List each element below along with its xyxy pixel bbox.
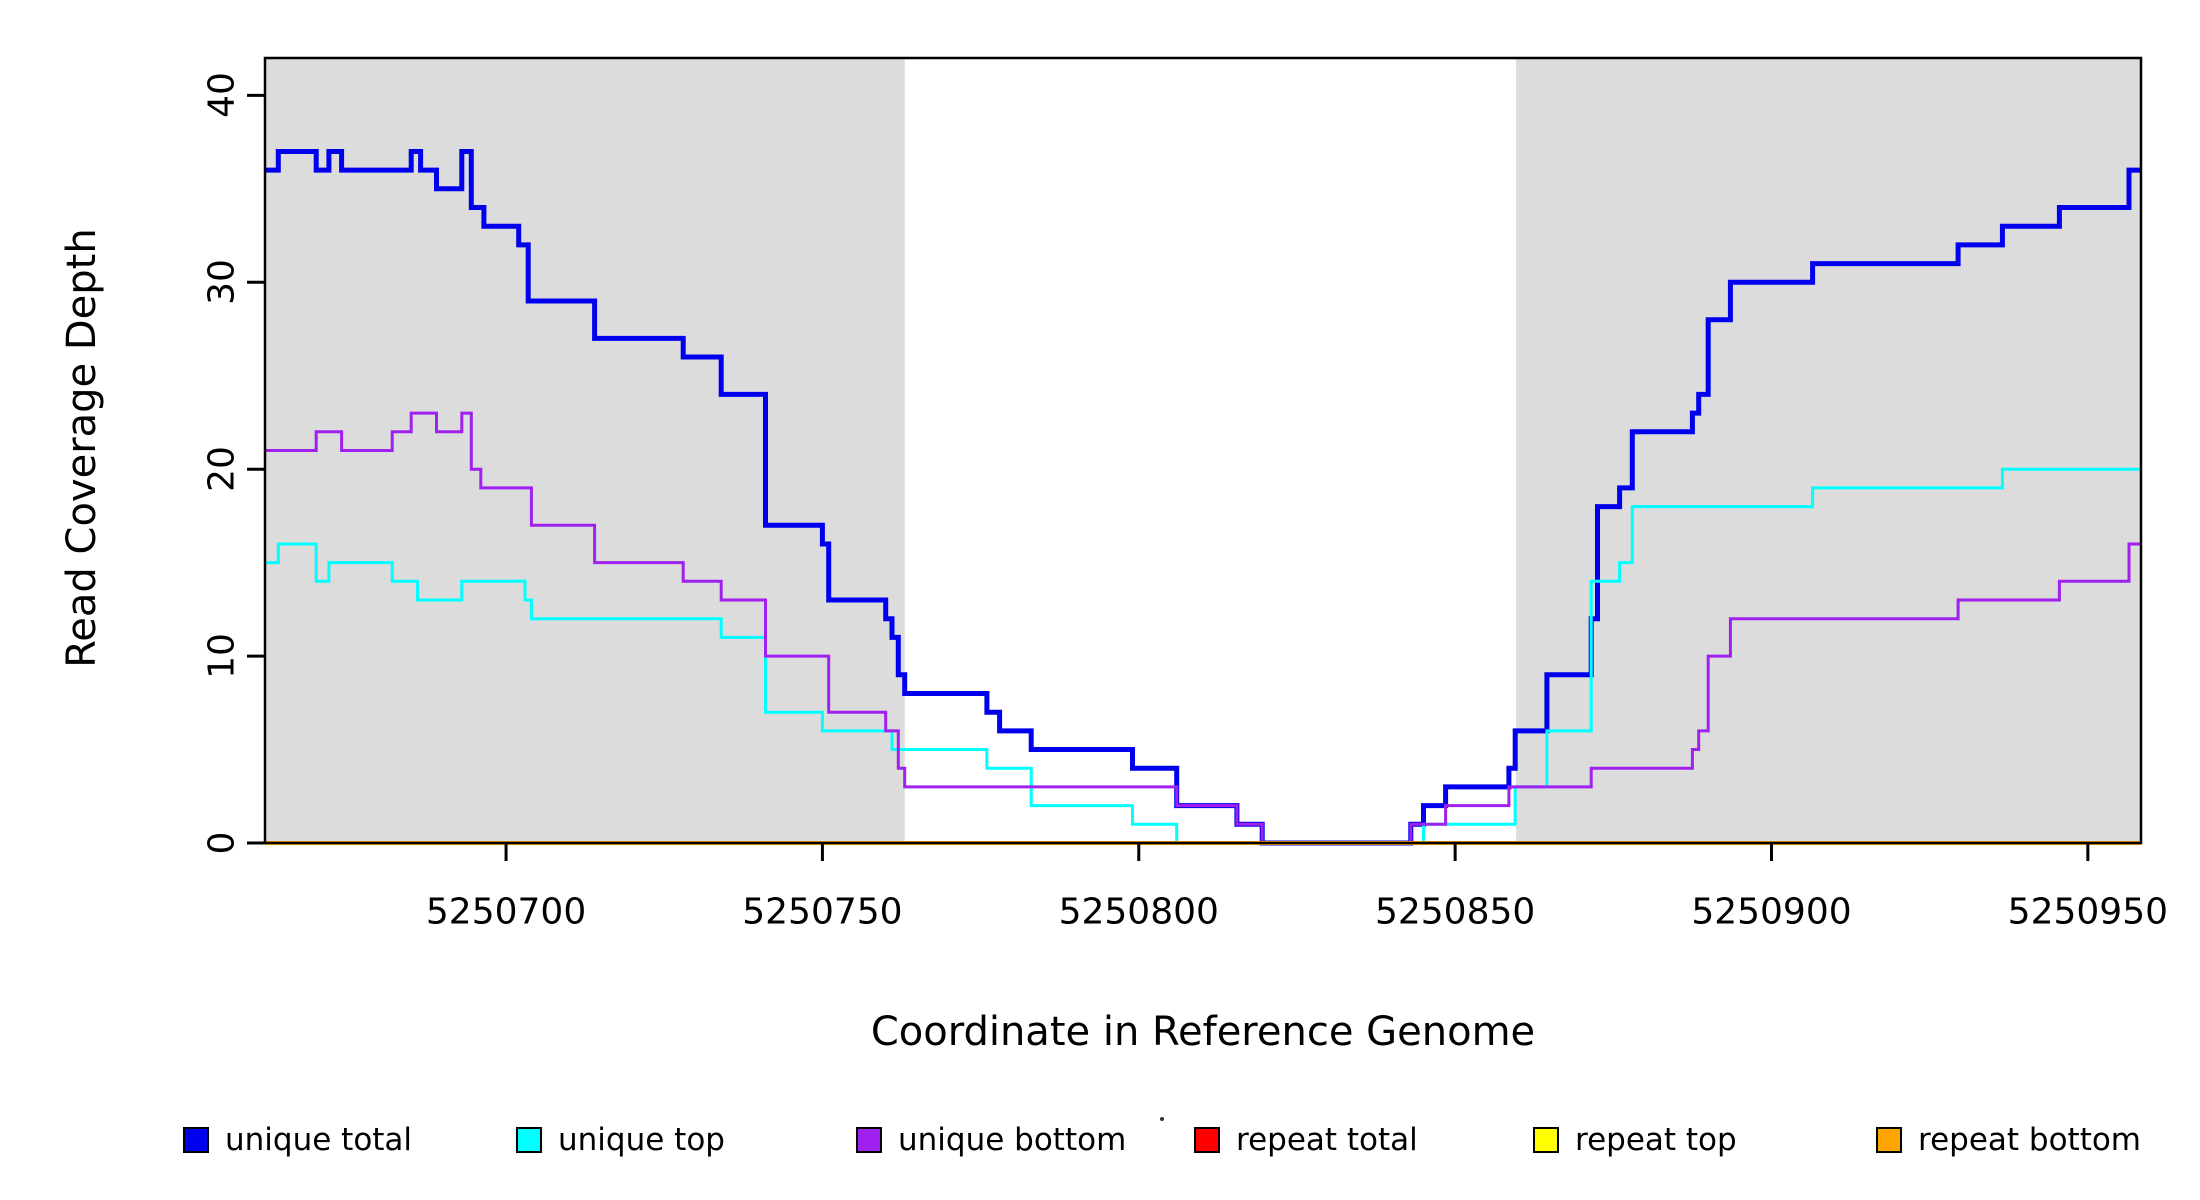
legend-label: unique bottom — [898, 1122, 1127, 1158]
legend-item-repeat-bottom: repeat bottom — [1876, 1122, 2141, 1158]
x-tick-label: 5250950 — [2007, 891, 2169, 933]
series-unique-total — [265, 149, 2141, 846]
legend-item-unique-bottom: unique bottom — [856, 1122, 1126, 1158]
plot-box — [263, 56, 2143, 845]
legend-swatch-icon — [1194, 1127, 1220, 1153]
legend-label: unique total — [225, 1122, 413, 1158]
x-tick-label: 5250850 — [1374, 891, 1536, 933]
legend-label: repeat total — [1236, 1122, 1418, 1158]
legend-item-repeat-total: repeat total — [1194, 1122, 1418, 1158]
legend-swatch-icon — [516, 1127, 542, 1153]
series-unique-bottom — [265, 411, 2141, 845]
y-tick-label: 20 — [201, 446, 243, 493]
y-tick-label: 30 — [201, 259, 243, 306]
y-tick-label: 40 — [201, 72, 243, 119]
right-unique-region — [1515, 58, 2141, 843]
series-unique-top — [265, 467, 2141, 845]
y-tick-label: 0 — [201, 831, 243, 855]
legend-item-repeat-top: repeat top — [1533, 1122, 1737, 1158]
legend-swatch-icon — [856, 1127, 882, 1153]
y-axis-title: Read Coverage Depth — [59, 228, 105, 668]
legend-label: repeat top — [1575, 1122, 1737, 1158]
legend-swatch-icon — [183, 1127, 209, 1153]
y-tick-label: 10 — [201, 633, 243, 679]
x-tick-label: 5250750 — [742, 891, 903, 933]
x-axis-title: Coordinate in Reference Genome — [870, 1009, 1536, 1055]
legend-item-unique-top: unique top — [516, 1122, 725, 1158]
legend-label: repeat bottom — [1918, 1122, 2142, 1158]
legend-item-unique-total: unique total — [183, 1122, 412, 1158]
legend-swatch-icon — [1876, 1127, 1902, 1153]
x-tick-label: 5250700 — [425, 891, 587, 933]
legend-label: unique top — [558, 1122, 725, 1158]
stray-dot-artifact — [1160, 1117, 1164, 1121]
x-tick-label: 5250800 — [1058, 891, 1219, 933]
legend-swatch-icon — [1533, 1127, 1559, 1153]
x-tick-label: 5250900 — [1691, 891, 1852, 933]
